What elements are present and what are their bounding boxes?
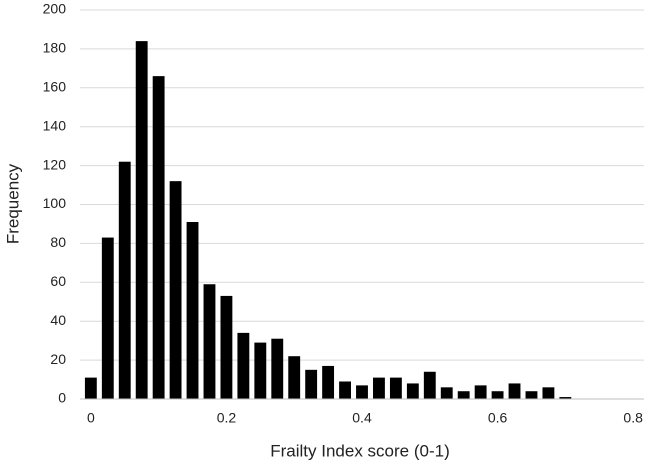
x-tick-label: 0.4 <box>352 410 372 426</box>
bar <box>322 365 335 399</box>
x-tick-label: 0.8 <box>623 410 643 426</box>
bar <box>118 161 131 399</box>
bar <box>559 397 572 399</box>
bar <box>152 76 165 399</box>
bar <box>474 385 487 399</box>
bar <box>389 377 402 399</box>
x-tick-label: 0 <box>87 410 95 426</box>
y-tick-label: 140 <box>43 117 67 133</box>
bar <box>373 377 385 399</box>
y-tick-label: 0 <box>58 390 66 406</box>
y-tick-label: 40 <box>50 312 66 328</box>
bar <box>169 181 182 399</box>
bar <box>305 369 318 399</box>
bar <box>203 284 216 399</box>
x-axis-title: Frailty Index score (0-1) <box>270 441 450 460</box>
y-tick-label: 160 <box>43 79 67 95</box>
bar <box>84 377 97 399</box>
x-tick-label: 0.6 <box>488 410 508 426</box>
bar <box>339 381 351 399</box>
bar <box>186 222 199 399</box>
y-tick-label: 80 <box>50 234 66 250</box>
y-tick-label: 120 <box>43 156 67 172</box>
y-tick-label: 200 <box>43 1 67 17</box>
y-tick-label: 100 <box>43 195 67 211</box>
bar <box>542 387 555 399</box>
bar <box>491 391 504 399</box>
bar <box>406 383 419 399</box>
bar <box>508 383 521 399</box>
bar <box>423 371 436 399</box>
x-tick-label: 0.2 <box>217 410 237 426</box>
bar <box>525 391 538 399</box>
y-tick-label: 20 <box>50 351 66 367</box>
y-axis-title: Frequency <box>3 163 22 244</box>
bar <box>220 295 233 399</box>
bar <box>440 387 453 399</box>
bar <box>237 332 250 399</box>
bar <box>356 385 368 399</box>
bar <box>457 391 470 399</box>
bar <box>101 237 114 399</box>
y-tick-label: 60 <box>50 273 66 289</box>
bar <box>135 41 148 400</box>
bar <box>254 342 267 399</box>
bar <box>271 338 284 399</box>
y-tick-label: 180 <box>43 40 67 56</box>
bar <box>288 356 301 399</box>
